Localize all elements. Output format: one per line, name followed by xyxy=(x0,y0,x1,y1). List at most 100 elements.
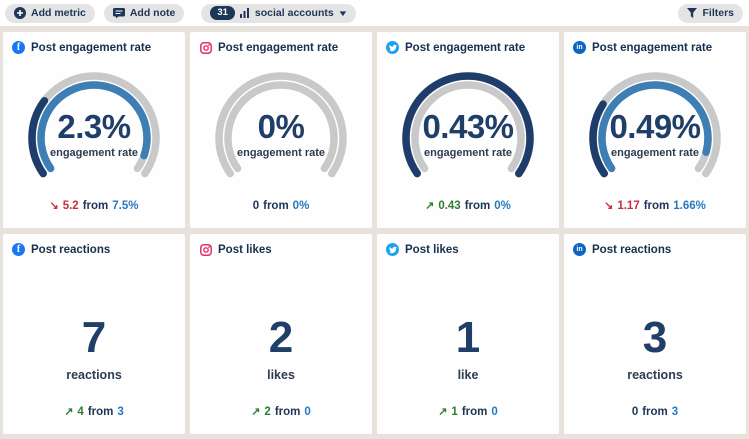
metric-label: like xyxy=(457,368,479,382)
card-title: Post engagement rate xyxy=(218,41,339,54)
filter-funnel-icon xyxy=(687,8,698,18)
linkedin-icon: in xyxy=(573,41,586,54)
change-value: 2 xyxy=(264,406,271,418)
metric-value: 0.49% xyxy=(609,108,701,145)
add-metric-label: Add metric xyxy=(31,7,86,19)
metric-label: engagement rate xyxy=(49,147,139,159)
comparison-row: ↗ 4 from 3 xyxy=(3,405,185,418)
engagement-gauge: 0.43% engagement rate xyxy=(386,62,550,182)
comparison-row: 0 from 0% xyxy=(190,200,372,212)
engagement-gauge: 0.49% engagement rate xyxy=(573,62,737,182)
metric-label: reactions xyxy=(627,368,683,382)
chevron-down-icon: ▼ xyxy=(337,8,349,18)
facebook-post-reactions-card[interactable]: f Post reactions 7 reactions ↗ 4 from 3 xyxy=(3,234,185,434)
twitter-engagement-rate-card[interactable]: Post engagement rate 0.43% engagement ra… xyxy=(377,32,559,228)
gauge-arcs xyxy=(28,72,160,178)
comparison-row: ↗ 2 from 0 xyxy=(190,405,372,418)
card-title: Post reactions xyxy=(31,243,111,256)
from-label: from xyxy=(82,200,109,212)
instagram-post-likes-card[interactable]: Post likes 2 likes ↗ 2 from 0 xyxy=(190,234,372,434)
from-label: from xyxy=(274,406,301,418)
metric-label: engagement rate xyxy=(610,147,700,159)
metric-label: likes xyxy=(267,368,295,382)
gauge-center: 0.43% engagement rate xyxy=(386,108,550,159)
change-value: 1 xyxy=(451,406,458,418)
note-bubble-icon xyxy=(112,7,125,18)
trend-arrow-icon: ↗ xyxy=(438,406,448,418)
change-value: 4 xyxy=(77,406,84,418)
bar-chart-icon xyxy=(239,8,249,18)
comparison-row: 0 from 3 xyxy=(564,406,746,418)
accounts-label: social accounts xyxy=(254,7,334,19)
plus-circle-icon xyxy=(14,7,26,19)
add-note-label: Add note xyxy=(129,7,176,19)
facebook-engagement-rate-card[interactable]: f Post engagement rate 2.3% engagement r… xyxy=(3,32,185,228)
metric-label: reactions xyxy=(66,368,122,382)
card-header: Post engagement rate xyxy=(190,32,372,54)
add-note-button[interactable]: Add note xyxy=(103,3,185,23)
accounts-count-badge: 31 xyxy=(210,6,235,20)
previous-value: 7.5% xyxy=(112,200,139,212)
social-accounts-dropdown[interactable]: 31 social accounts ▼ xyxy=(201,3,356,23)
widget-grid: f Post engagement rate 2.3% engagement r… xyxy=(0,26,749,434)
metric-label: engagement rate xyxy=(236,147,326,159)
engagement-gauge: 0% engagement rate xyxy=(199,62,363,182)
card-title: Post likes xyxy=(405,243,459,256)
from-label: from xyxy=(263,200,289,212)
card-header: f Post reactions xyxy=(3,234,185,256)
from-label: from xyxy=(642,406,668,418)
card-title: Post likes xyxy=(218,243,272,256)
metric-value: 0.43% xyxy=(422,108,514,145)
twitter-icon xyxy=(386,41,399,54)
filters-button[interactable]: Filters xyxy=(678,3,743,23)
card-header: in Post engagement rate xyxy=(564,32,746,54)
trend-arrow-icon: ↗ xyxy=(251,406,261,418)
linkedin-post-reactions-card[interactable]: in Post reactions 3 reactions 0 from 3 xyxy=(564,234,746,434)
linkedin-icon: in xyxy=(573,243,586,256)
card-header: in Post reactions xyxy=(564,234,746,256)
change-value: 0 xyxy=(631,406,639,418)
metric-value: 7 xyxy=(81,313,107,362)
previous-value: 3 xyxy=(671,406,679,418)
instagram-engagement-rate-card[interactable]: Post engagement rate 0% engagement rate … xyxy=(190,32,372,228)
gauge-center: 0.49% engagement rate xyxy=(573,108,737,159)
from-label: from xyxy=(643,200,670,212)
metric-value: 2 xyxy=(268,313,294,362)
add-metric-button[interactable]: Add metric xyxy=(5,3,95,23)
card-header: Post likes xyxy=(377,234,559,256)
comparison-row: ↗ 0.43 from 0% xyxy=(377,199,559,212)
instagram-icon xyxy=(199,243,212,256)
change-value: 0 xyxy=(252,200,260,212)
metric-value: 2.3% xyxy=(57,108,131,145)
card-header: Post engagement rate xyxy=(377,32,559,54)
previous-value: 0% xyxy=(292,200,310,212)
twitter-post-likes-card[interactable]: Post likes 1 like ↗ 1 from 0 xyxy=(377,234,559,434)
card-title: Post reactions xyxy=(592,243,672,256)
gauge-arcs xyxy=(589,72,721,178)
engagement-gauge: 2.3% engagement rate xyxy=(12,62,176,182)
card-title: Post engagement rate xyxy=(31,41,152,54)
card-header: f Post engagement rate xyxy=(3,32,185,54)
previous-value: 0 xyxy=(491,406,498,418)
trend-arrow-icon: ↘ xyxy=(49,200,59,212)
previous-value: 0% xyxy=(494,200,511,212)
filters-label: Filters xyxy=(702,7,734,19)
change-value: 1.17 xyxy=(617,200,640,212)
facebook-icon: f xyxy=(12,41,25,54)
gauge-center: 0% engagement rate xyxy=(199,108,363,159)
linkedin-engagement-rate-card[interactable]: in Post engagement rate 0.49% engagement… xyxy=(564,32,746,228)
card-header: Post likes xyxy=(190,234,372,256)
previous-value: 0 xyxy=(304,406,311,418)
metric-value: 1 xyxy=(455,313,481,362)
comparison-row: ↘ 1.17 from 1.66% xyxy=(564,199,746,212)
facebook-icon: f xyxy=(12,243,25,256)
instagram-icon xyxy=(199,41,212,54)
trend-arrow-icon: ↗ xyxy=(64,406,74,418)
metric-label: engagement rate xyxy=(423,147,513,159)
comparison-row: ↘ 5.2 from 7.5% xyxy=(3,199,185,212)
change-value: 5.2 xyxy=(62,200,79,212)
from-label: from xyxy=(461,406,488,418)
trend-arrow-icon: ↗ xyxy=(425,200,435,212)
comparison-row: ↗ 1 from 0 xyxy=(377,405,559,418)
gauge-arcs xyxy=(402,72,534,178)
